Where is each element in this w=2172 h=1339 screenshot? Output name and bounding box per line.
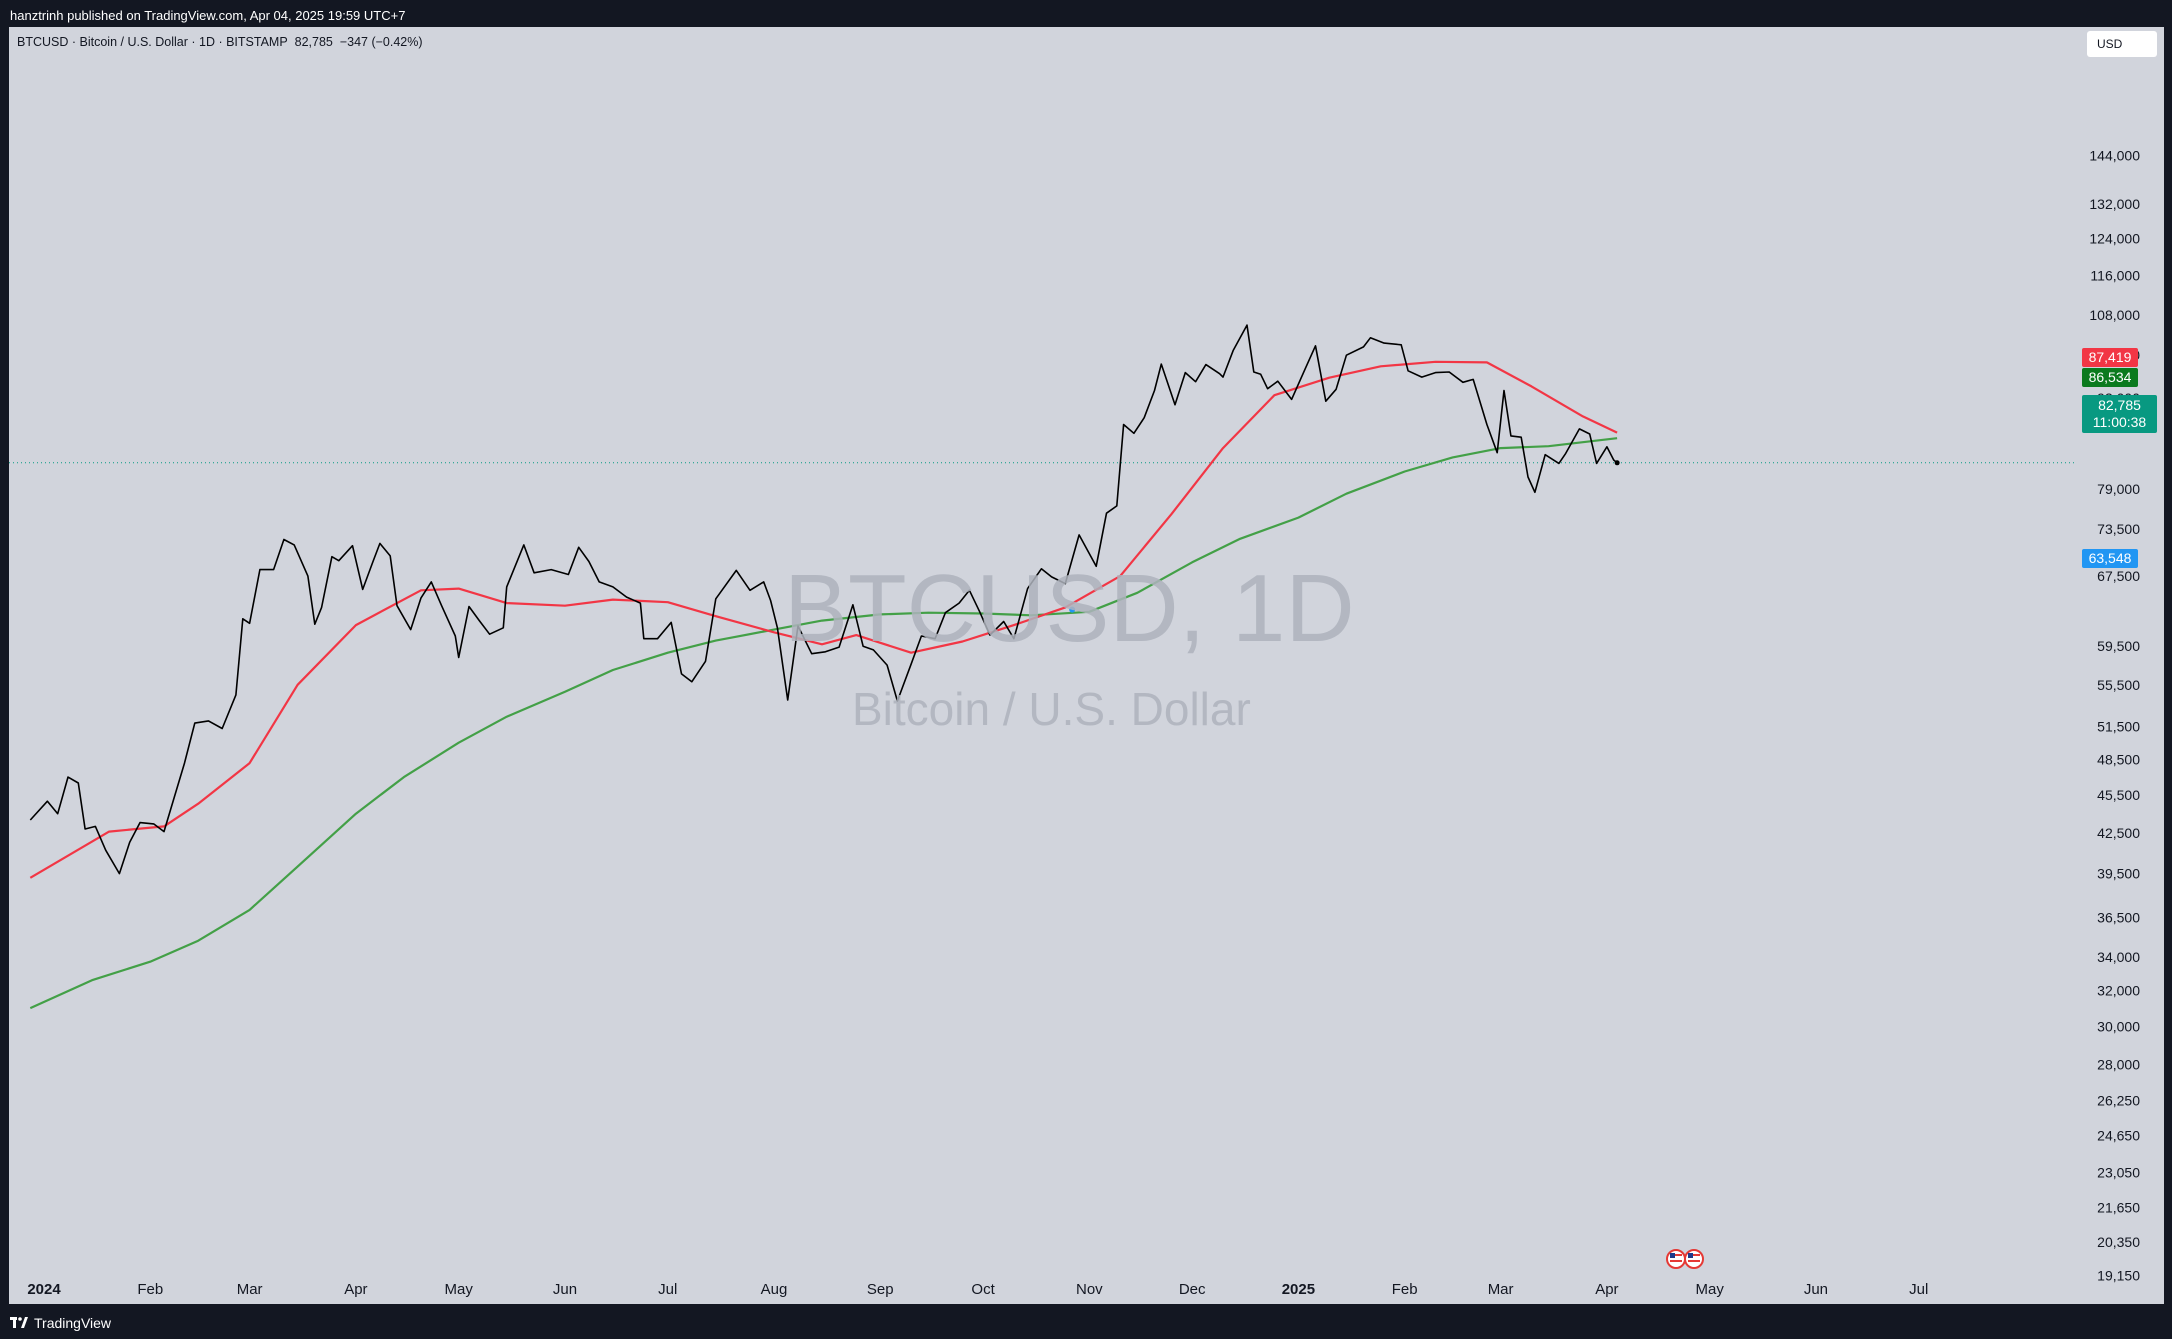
time-tick-label: Dec — [1179, 1281, 1206, 1298]
time-tick-label: 2024 — [27, 1281, 61, 1298]
tradingview-brand: TradingView — [34, 1314, 112, 1331]
price-tick-label: 20,350 — [2097, 1234, 2140, 1250]
time-tick-label: Jul — [1909, 1281, 1928, 1298]
price-tick-label: 26,250 — [2097, 1092, 2140, 1108]
symbol-exchange: BITSTAMP — [226, 35, 288, 49]
time-tick-label: 2025 — [1282, 1281, 1315, 1298]
price-tick-label: 132,000 — [2089, 196, 2140, 212]
time-tick-label: May — [1696, 1281, 1725, 1298]
price-line — [29, 324, 1618, 875]
time-tick-label: Mar — [237, 1281, 263, 1298]
price-tick-label: 45,500 — [2097, 787, 2140, 803]
price-tick-label: 39,500 — [2097, 866, 2140, 882]
price-tick-label: 24,650 — [2097, 1127, 2140, 1143]
price-tick-label: 23,050 — [2097, 1165, 2140, 1181]
flag-stripe — [1670, 1260, 1682, 1262]
ma-fast-price-label: 87,419 — [2082, 348, 2138, 367]
symbol-change: −347 (−0.42%) — [339, 35, 423, 49]
sep-2: · — [187, 35, 199, 49]
us-flag-event-icon[interactable] — [1666, 1249, 1686, 1269]
tradingview-logo[interactable]: TradingView — [10, 1315, 111, 1331]
price-tick-label: 67,500 — [2097, 568, 2140, 584]
price-tick-label: 21,650 — [2097, 1199, 2140, 1215]
price-tick-label: 32,000 — [2097, 982, 2140, 998]
price-tick-label: 116,000 — [2090, 268, 2140, 284]
us-flag-event-icon[interactable] — [1684, 1249, 1704, 1269]
currency-selector[interactable]: USD — [2087, 31, 2157, 57]
symbol-ticker[interactable]: BTCUSD — [17, 35, 69, 49]
price-scale-ticks: 144,000132,000124,000116,000108,000100,5… — [2089, 148, 2140, 1284]
sep-3: · — [214, 35, 227, 49]
price-tick-label: 34,000 — [2097, 949, 2140, 965]
time-tick-label: Feb — [137, 1281, 163, 1298]
ma-fast-layer — [29, 360, 1618, 879]
last-price-dot — [1614, 460, 1620, 466]
time-tick-label: Nov — [1076, 1281, 1103, 1298]
price-tick-label: 144,000 — [2089, 148, 2140, 164]
time-tick-label: Jun — [1804, 1281, 1828, 1298]
symbol-interval[interactable]: 1D — [199, 35, 215, 49]
last-price-value: 82,785 — [2098, 397, 2141, 413]
flag-canton — [1688, 1253, 1693, 1258]
price-layer — [29, 324, 1620, 875]
time-tick-label: Mar — [1488, 1281, 1514, 1298]
time-tick-label: Aug — [761, 1281, 788, 1298]
price-tick-label: 79,000 — [2097, 481, 2140, 497]
symbol-description: Bitcoin / U.S. Dollar — [79, 35, 188, 49]
flag-canton — [1670, 1253, 1675, 1258]
ma_fast-line — [29, 360, 1618, 879]
price-tick-label: 30,000 — [2097, 1018, 2140, 1034]
price-tick-label: 36,500 — [2097, 909, 2140, 925]
price-tick-label: 42,500 — [2097, 825, 2140, 841]
time-tick-label: Apr — [1595, 1281, 1618, 1298]
ma-slow-price-label: 86,534 — [2082, 368, 2138, 387]
flag-stripe — [1688, 1260, 1700, 1262]
footer-bar: TradingView — [0, 1306, 2172, 1339]
chart-canvas[interactable]: 144,000132,000124,000116,000108,000100,5… — [9, 27, 2164, 1304]
price-tick-label: 51,500 — [2097, 718, 2140, 734]
watermark-description: Bitcoin / U.S. Dollar — [852, 683, 1251, 735]
tradingview-logo-icon — [10, 1316, 28, 1328]
marker-dot — [1069, 606, 1076, 613]
sep-1: · — [68, 35, 80, 49]
flag-stripe — [1670, 1254, 1682, 1256]
price-tick-label: 19,150 — [2097, 1268, 2140, 1284]
time-tick-label: Oct — [971, 1281, 995, 1298]
price-tick-label: 73,500 — [2097, 521, 2140, 537]
time-tick-label: Feb — [1392, 1281, 1418, 1298]
symbol-info-line[interactable]: BTCUSD · Bitcoin / U.S. Dollar · 1D · BI… — [17, 35, 423, 49]
chart-pane[interactable]: 144,000132,000124,000116,000108,000100,5… — [9, 27, 2164, 1304]
time-tick-label: Apr — [344, 1281, 367, 1298]
time-tick-label: May — [445, 1281, 474, 1298]
time-tick-label: Sep — [867, 1281, 894, 1298]
time-scale-ticks: 2024 Feb Mar Apr May Jun Jul Aug Sep Oct Nov Dec 202… — [27, 1281, 1928, 1298]
economic-events[interactable] — [1069, 606, 1704, 1269]
ma_slow-line — [29, 437, 1618, 1010]
published-by-text: hanztrinh published on TradingView.com, … — [10, 7, 406, 23]
published-by-header: hanztrinh published on TradingView.com, … — [0, 0, 2172, 30]
price-tick-label: 124,000 — [2089, 231, 2140, 247]
price-tick-label: 48,500 — [2097, 752, 2140, 768]
price-tick-label: 59,500 — [2097, 638, 2140, 654]
flag-stripe — [1688, 1254, 1700, 1256]
symbol-last-price: 82,785 — [294, 35, 333, 49]
watermark-symbol: BTCUSD, 1D — [784, 555, 1355, 662]
bar-countdown: 11:00:38 — [2092, 414, 2147, 430]
price-tick-label: 55,500 — [2097, 677, 2140, 693]
price-tick-label: 28,000 — [2097, 1057, 2140, 1073]
time-tick-label: Jun — [553, 1281, 577, 1298]
price-tick-label: 108,000 — [2089, 307, 2140, 323]
marker-price-label: 63,548 — [2082, 549, 2138, 568]
last-price-label: 82,785 11:00:38 — [2082, 395, 2157, 433]
ma-slow-layer — [29, 437, 1618, 1010]
time-tick-label: Jul — [658, 1281, 677, 1298]
